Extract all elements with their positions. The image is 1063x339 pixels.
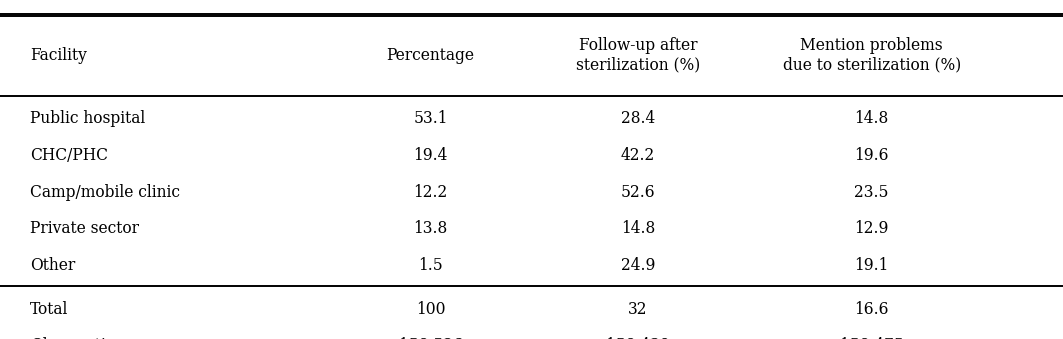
Text: 28.4: 28.4 [621,110,655,127]
Text: 158 439: 158 439 [606,337,670,339]
Text: Observations: Observations [30,337,133,339]
Text: 1.5: 1.5 [418,257,443,274]
Text: 13.8: 13.8 [414,220,448,237]
Text: 19.6: 19.6 [855,147,889,164]
Text: 32: 32 [628,301,647,318]
Text: 158 475: 158 475 [840,337,904,339]
Text: Private sector: Private sector [30,220,139,237]
Text: 23.5: 23.5 [855,183,889,201]
Text: 19.1: 19.1 [855,257,889,274]
Text: Percentage: Percentage [387,47,474,64]
Text: Other: Other [30,257,75,274]
Text: 19.4: 19.4 [414,147,448,164]
Text: Public hospital: Public hospital [30,110,145,127]
Text: 12.2: 12.2 [414,183,448,201]
Text: 12.9: 12.9 [855,220,889,237]
Text: 52.6: 52.6 [621,183,655,201]
Text: 24.9: 24.9 [621,257,655,274]
Text: Total: Total [30,301,68,318]
Text: 100: 100 [416,301,445,318]
Text: 42.2: 42.2 [621,147,655,164]
Text: 53.1: 53.1 [414,110,448,127]
Text: 14.8: 14.8 [621,220,655,237]
Text: 14.8: 14.8 [855,110,889,127]
Text: Camp/mobile clinic: Camp/mobile clinic [30,183,180,201]
Text: 158 526: 158 526 [399,337,462,339]
Text: Follow-up after
sterilization (%): Follow-up after sterilization (%) [576,37,699,74]
Text: Facility: Facility [30,47,87,64]
Text: 16.6: 16.6 [855,301,889,318]
Text: CHC/PHC: CHC/PHC [30,147,107,164]
Text: Mention problems
due to sterilization (%): Mention problems due to sterilization (%… [782,37,961,74]
